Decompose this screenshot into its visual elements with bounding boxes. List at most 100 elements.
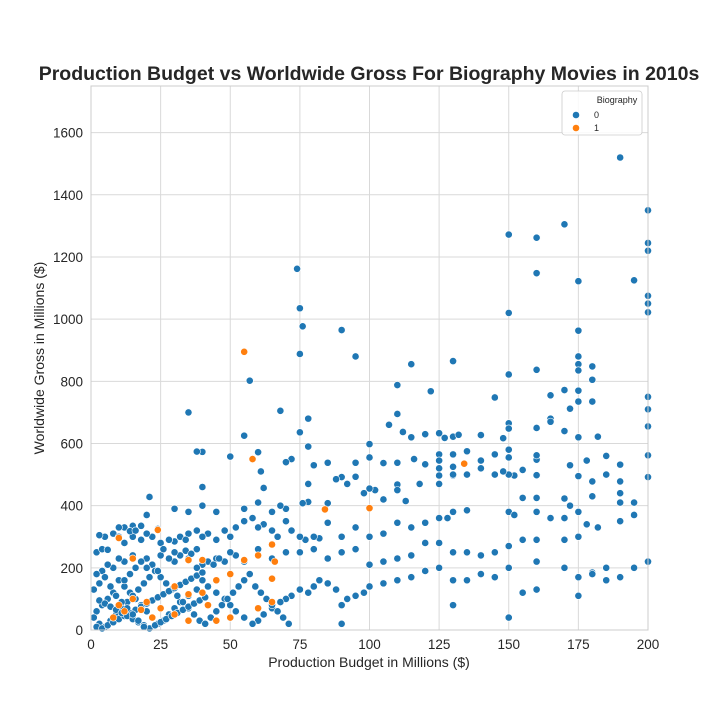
- data-point-series-0: [190, 610, 198, 619]
- data-point-series-0: [463, 506, 471, 515]
- data-point-series-0: [256, 588, 265, 597]
- data-point-series-0: [443, 514, 452, 522]
- data-point-series-0: [435, 563, 444, 572]
- data-point-series-0: [142, 511, 151, 519]
- data-point-series-0: [282, 548, 290, 557]
- data-point-series-0: [630, 498, 638, 507]
- data-point-series-1: [109, 613, 118, 622]
- data-point-series-0: [251, 582, 260, 591]
- data-point-series-0: [532, 424, 541, 432]
- data-point-series-1: [268, 540, 276, 549]
- data-point-series-0: [315, 576, 324, 585]
- data-point-series-0: [560, 535, 569, 544]
- data-point-series-0: [126, 570, 134, 578]
- data-point-series-0: [574, 352, 583, 361]
- data-point-series-0: [602, 563, 611, 572]
- data-point-series-0: [273, 532, 282, 541]
- data-point-series-1: [270, 557, 279, 566]
- data-point-series-0: [449, 450, 457, 459]
- data-point-series-0: [560, 494, 569, 503]
- y-tick-label: 800: [60, 374, 83, 389]
- data-point-series-0: [142, 529, 151, 538]
- legend-marker-0: [572, 111, 580, 119]
- data-point-series-0: [365, 532, 374, 541]
- x-tick-label: 25: [153, 637, 168, 652]
- data-point-series-0: [490, 548, 499, 557]
- data-point-series-0: [212, 588, 221, 597]
- data-point-series-0: [365, 582, 374, 591]
- data-point-series-0: [140, 579, 148, 588]
- data-point-series-0: [379, 495, 388, 504]
- data-point-series-0: [170, 504, 179, 513]
- data-point-series-0: [546, 514, 555, 522]
- data-point-series-0: [630, 276, 638, 285]
- data-point-series-0: [449, 507, 457, 516]
- data-point-series-0: [504, 542, 513, 550]
- data-point-series-1: [184, 616, 193, 625]
- data-point-series-0: [279, 613, 288, 622]
- data-point-series-0: [504, 309, 513, 317]
- data-point-series-0: [518, 493, 527, 502]
- data-point-series-0: [504, 230, 513, 239]
- data-point-series-0: [295, 548, 304, 557]
- data-point-series-0: [298, 322, 307, 331]
- data-point-series-0: [295, 304, 304, 313]
- data-point-series-0: [421, 430, 430, 439]
- data-point-series-1: [148, 613, 157, 622]
- data-point-series-0: [254, 448, 262, 457]
- data-point-series-0: [192, 447, 201, 456]
- data-point-series-0: [566, 501, 574, 510]
- data-point-series-0: [476, 456, 485, 465]
- data-point-series-0: [532, 233, 541, 242]
- data-point-series-0: [435, 471, 444, 480]
- data-point-series-0: [273, 607, 282, 616]
- data-point-series-0: [276, 501, 285, 510]
- data-point-series-0: [337, 532, 346, 541]
- data-point-series-0: [490, 470, 499, 479]
- data-point-series-0: [476, 570, 485, 578]
- data-point-series-0: [532, 451, 541, 460]
- data-point-series-0: [421, 518, 430, 527]
- data-point-series-1: [170, 610, 179, 619]
- legend-label-0: 0: [594, 110, 599, 120]
- data-point-series-0: [89, 585, 98, 594]
- x-tick-label: 100: [358, 637, 381, 652]
- data-point-series-0: [295, 428, 304, 437]
- data-point-series-0: [198, 501, 207, 510]
- data-point-series-0: [365, 484, 374, 493]
- x-axis-label: Production Budget in Millions ($): [268, 654, 470, 670]
- data-point-series-0: [192, 563, 201, 572]
- data-point-series-0: [365, 453, 374, 462]
- data-point-series-0: [532, 269, 541, 278]
- data-point-series-0: [365, 440, 374, 449]
- data-point-series-0: [602, 470, 611, 479]
- data-point-series-1: [321, 505, 329, 514]
- data-point-series-0: [217, 601, 226, 610]
- data-point-series-0: [137, 521, 146, 530]
- data-point-series-0: [137, 535, 146, 544]
- data-point-series-0: [282, 517, 290, 526]
- data-point-series-0: [379, 557, 388, 566]
- y-tick-label: 1000: [53, 312, 83, 327]
- data-point-series-0: [490, 393, 499, 402]
- data-point-series-0: [198, 532, 207, 541]
- data-point-series-0: [616, 477, 625, 486]
- data-point-series-0: [282, 458, 290, 467]
- data-point-series-0: [337, 326, 346, 334]
- data-point-series-0: [360, 588, 368, 597]
- data-point-series-0: [616, 489, 625, 498]
- data-point-series-0: [379, 529, 388, 538]
- data-point-series-1: [128, 595, 137, 603]
- data-point-series-1: [248, 455, 257, 463]
- data-point-series-0: [499, 467, 508, 476]
- data-point-series-0: [142, 563, 151, 572]
- data-point-series-0: [254, 498, 262, 507]
- data-point-series-0: [602, 576, 611, 585]
- data-point-series-0: [245, 570, 254, 578]
- data-point-series-0: [145, 573, 154, 582]
- legend-marker-1: [572, 124, 580, 132]
- data-point-series-0: [593, 523, 602, 532]
- data-point-series-0: [421, 567, 430, 575]
- data-point-series-0: [532, 585, 541, 594]
